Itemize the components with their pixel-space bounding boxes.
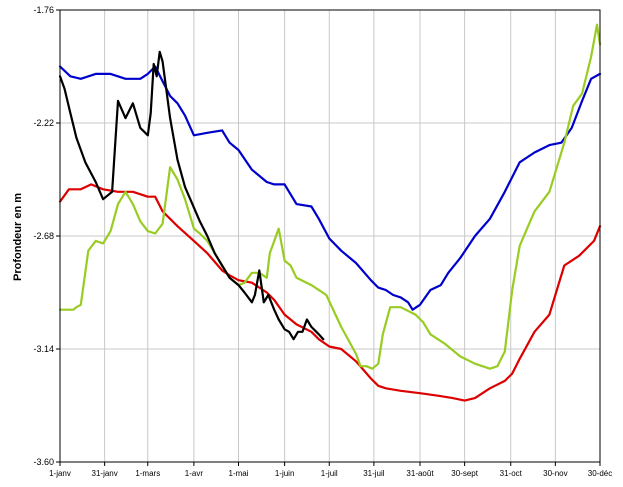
x-tick-label: 1-mai (229, 469, 249, 478)
y-tick-label: -3.14 (33, 344, 54, 354)
x-tick-label: 1-mars (135, 469, 160, 478)
x-tick-label: 31-oct (500, 469, 523, 478)
x-tick-label: 30-nov (543, 469, 567, 478)
x-tick-label: 30-déc (588, 469, 612, 478)
x-tick-label: 1-juin (275, 469, 295, 478)
x-axis-ticks: 1-janv 31-janv 1-mars 1-avr 1-mai 1-juin 1-jui… (49, 462, 612, 478)
x-tick-label: 31-août (406, 469, 434, 478)
y-tick-label: -2.68 (33, 231, 54, 241)
x-tick-label: 1-janv (49, 469, 71, 478)
y-tick-label: -1.76 (33, 5, 54, 15)
x-tick-label: 31-juil (363, 469, 385, 478)
series-line-2 (58, 183, 602, 402)
series-lines (58, 23, 602, 402)
x-tick-label: 1-avr (185, 469, 204, 478)
series-line-3 (58, 23, 602, 370)
y-tick-label: -2.22 (33, 118, 54, 128)
y-axis-label: Profondeur en m (12, 193, 24, 281)
x-tick-label: 30-sept (451, 469, 478, 478)
plot-frame (59, 9, 601, 463)
y-axis-ticks: -1.76 -2.22 -2.68 -3.14 -3.60 (33, 5, 60, 467)
series-line-4 (58, 50, 325, 341)
y-tick-label: -3.60 (33, 457, 54, 467)
x-tick-label: 1-juil (321, 469, 338, 478)
x-tick-label: 31-janv (92, 469, 118, 478)
